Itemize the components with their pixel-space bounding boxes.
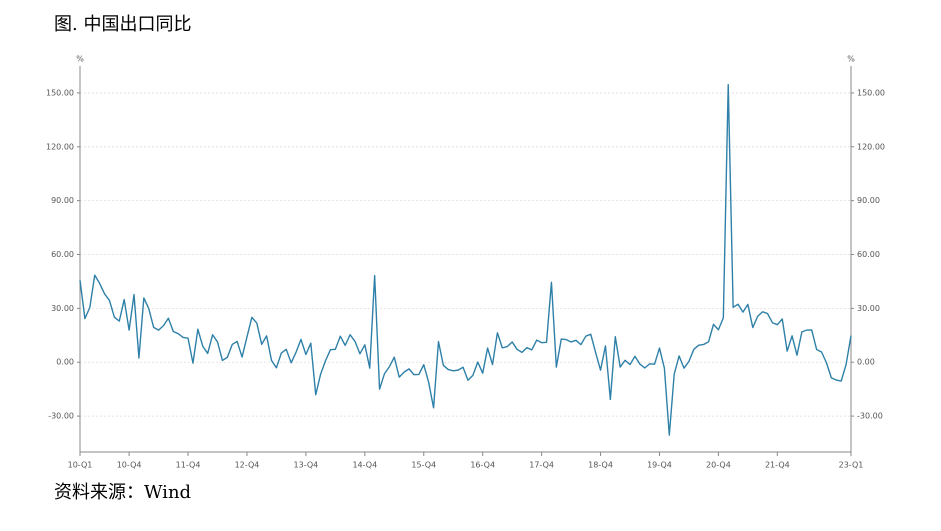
x-tick-label: 12-Q4 — [235, 461, 260, 470]
y2-unit: % — [847, 55, 855, 64]
x-tick-label: 19-Q4 — [647, 461, 672, 470]
y2-tick-label: 30.00 — [857, 304, 880, 313]
x-tick-label: 13-Q4 — [294, 461, 319, 470]
x-tick-label: 16-Q4 — [470, 461, 495, 470]
data-line — [79, 83, 852, 436]
y-tick-label: 90.00 — [51, 196, 74, 205]
y2-tick-label: 0.00 — [857, 358, 875, 367]
x-tick-label: 17-Q4 — [529, 461, 554, 470]
x-tick-label: 10-Q1 — [68, 461, 93, 470]
y-tick-label: 60.00 — [51, 250, 74, 259]
y2-tick-label: -30.00 — [857, 412, 883, 421]
y-tick-label: 30.00 — [51, 304, 74, 313]
x-tick-label: 11-Q4 — [176, 461, 201, 470]
chart-title: 图. 中国出口同比 — [54, 14, 191, 35]
y2-tick-label: 60.00 — [857, 250, 880, 259]
y-unit: % — [76, 55, 84, 64]
source-note: 资料来源：Wind — [54, 482, 191, 503]
x-tick-label: 23-Q1 — [839, 461, 864, 470]
x-tick-label: 15-Q4 — [411, 461, 436, 470]
x-tick-label: 14-Q4 — [352, 461, 377, 470]
y-tick-label: 120.00 — [46, 142, 74, 151]
y-tick-label: 0.00 — [56, 358, 74, 367]
x-tick-label: 21-Q4 — [765, 461, 790, 470]
y2-tick-label: 90.00 — [857, 196, 880, 205]
y-tick-label: -30.00 — [48, 412, 74, 421]
y2-tick-label: 150.00 — [857, 88, 885, 97]
x-tick-label: 20-Q4 — [706, 461, 731, 470]
y-tick-label: 150.00 — [46, 88, 74, 97]
x-tick-label: 18-Q4 — [588, 461, 613, 470]
y2-tick-label: 120.00 — [857, 142, 885, 151]
x-tick-label: 10-Q4 — [117, 461, 142, 470]
